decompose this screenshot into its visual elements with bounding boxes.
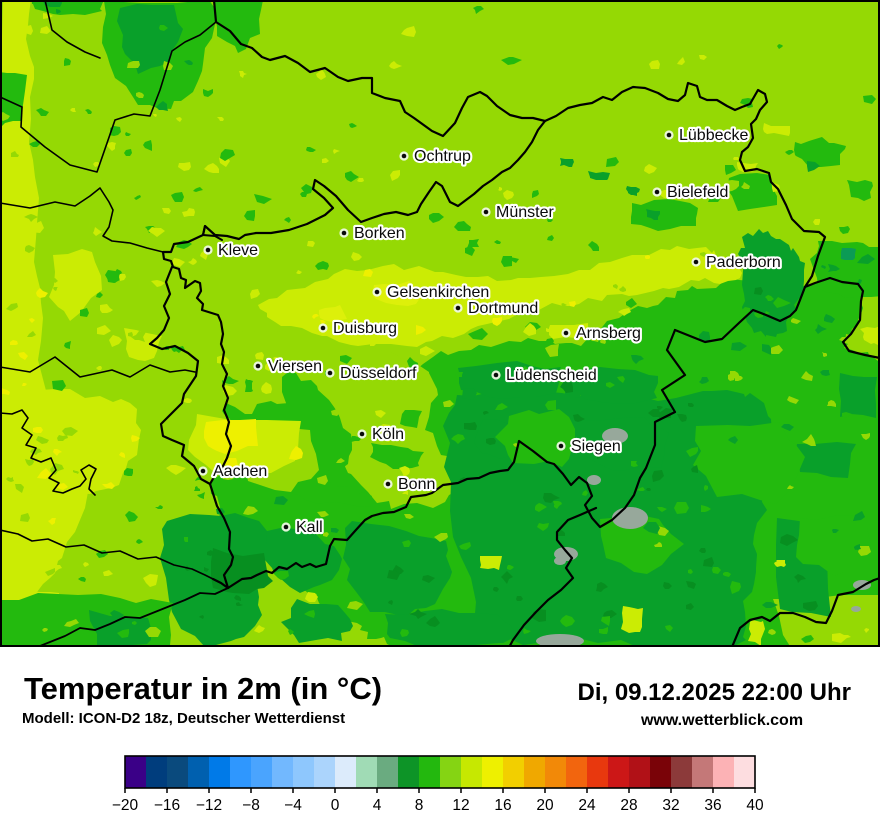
svg-text:16: 16 xyxy=(494,797,511,814)
svg-text:Viersen: Viersen xyxy=(268,358,322,375)
svg-text:Arnsberg: Arnsberg xyxy=(576,325,641,342)
svg-text:Ochtrup: Ochtrup xyxy=(414,148,471,165)
svg-text:20: 20 xyxy=(536,797,554,814)
svg-text:12: 12 xyxy=(452,797,469,814)
svg-text:Paderborn: Paderborn xyxy=(706,254,781,271)
svg-text:36: 36 xyxy=(704,797,721,814)
svg-text:Siegen: Siegen xyxy=(571,438,621,455)
svg-text:Lübbecke: Lübbecke xyxy=(679,127,748,144)
svg-text:Duisburg: Duisburg xyxy=(333,320,397,337)
svg-text:0: 0 xyxy=(331,797,340,814)
svg-text:Lüdenscheid: Lüdenscheid xyxy=(506,367,597,384)
svg-text:Borken: Borken xyxy=(354,225,405,242)
svg-text:Kall: Kall xyxy=(296,519,323,536)
svg-text:−4: −4 xyxy=(284,797,302,814)
svg-text:Aachen: Aachen xyxy=(213,463,267,480)
svg-text:24: 24 xyxy=(578,797,596,814)
svg-text:40: 40 xyxy=(746,797,764,814)
svg-text:Bonn: Bonn xyxy=(398,476,435,493)
svg-text:−12: −12 xyxy=(196,797,222,814)
svg-text:Köln: Köln xyxy=(372,426,404,443)
svg-text:Gelsenkirchen: Gelsenkirchen xyxy=(387,284,489,301)
svg-text:Düsseldorf: Düsseldorf xyxy=(340,365,417,382)
svg-text:28: 28 xyxy=(620,797,637,814)
svg-text:Münster: Münster xyxy=(496,204,554,221)
svg-text:Dortmund: Dortmund xyxy=(468,300,538,317)
svg-text:−16: −16 xyxy=(154,797,180,814)
svg-text:−20: −20 xyxy=(112,797,139,814)
svg-text:Kleve: Kleve xyxy=(218,242,258,259)
svg-text:32: 32 xyxy=(662,797,679,814)
svg-text:8: 8 xyxy=(415,797,424,814)
svg-text:Bielefeld: Bielefeld xyxy=(667,184,728,201)
svg-text:4: 4 xyxy=(373,797,382,814)
svg-text:−8: −8 xyxy=(242,797,260,814)
